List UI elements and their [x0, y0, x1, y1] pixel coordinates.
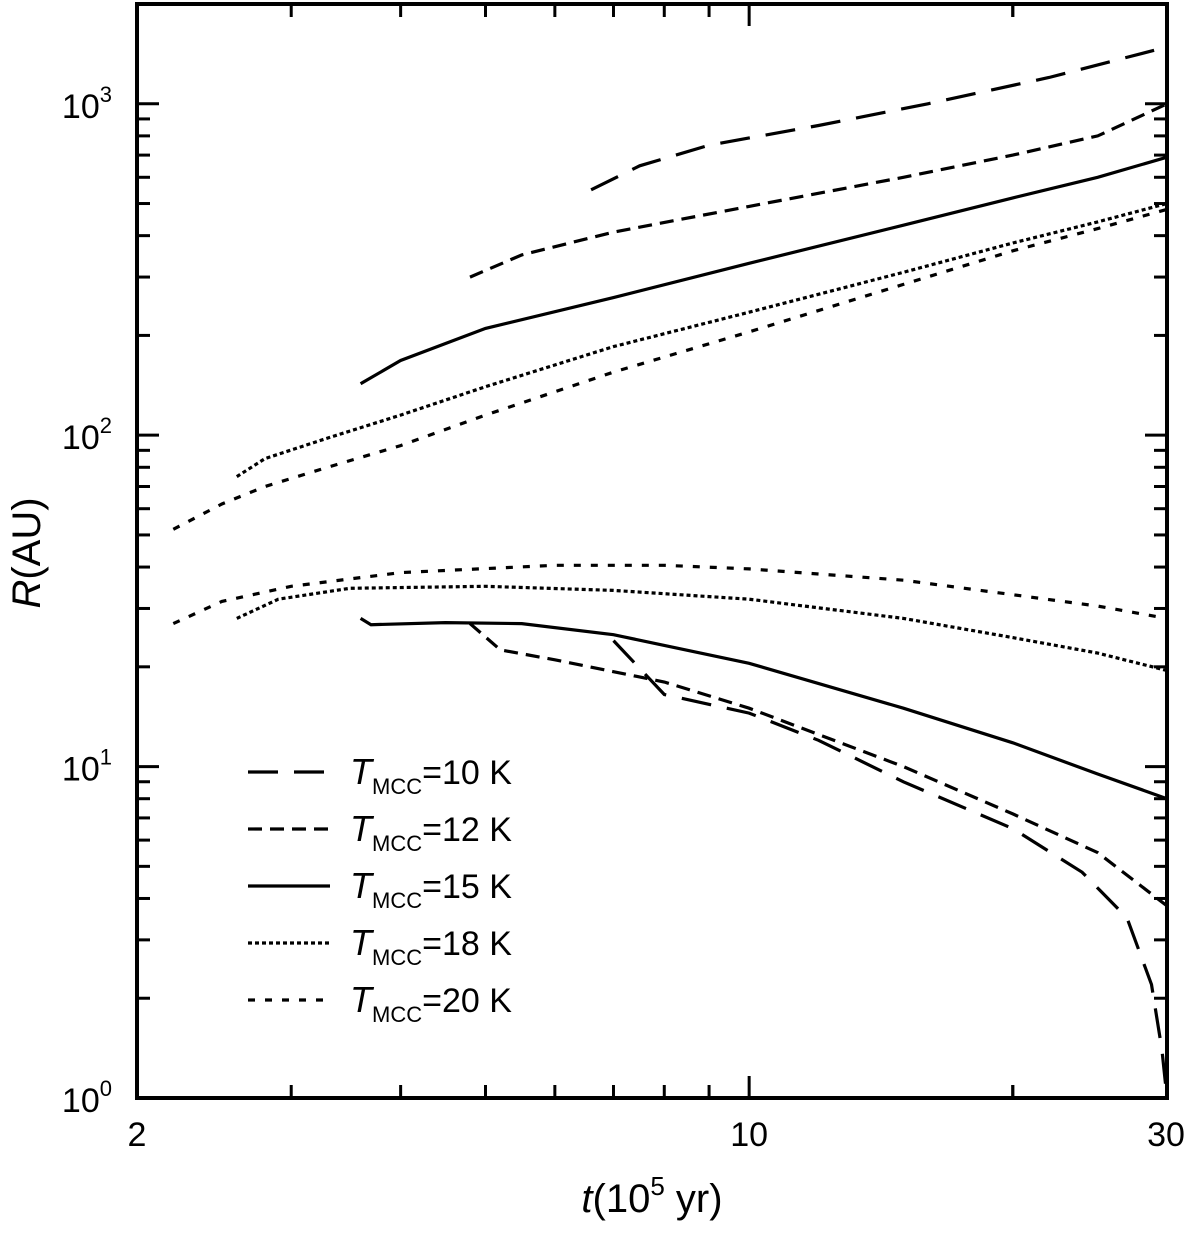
- x-axis-exponent: 5: [650, 1171, 664, 1201]
- y-tick-base: 10: [62, 88, 100, 126]
- legend-var: T: [350, 922, 375, 963]
- y-tick-label: 100: [62, 1076, 112, 1120]
- x-axis-unit: (10: [593, 1177, 651, 1221]
- y-tick-exponent: 0: [100, 1076, 112, 1101]
- y-tick-exponent: 3: [100, 82, 112, 107]
- legend-label-2: TMCC=12 K: [350, 808, 512, 856]
- y-tick-base: 10: [62, 419, 100, 457]
- series-3-upper-line: [359, 155, 1168, 386]
- legend-var: T: [350, 808, 375, 849]
- plot-frame: [135, 2, 1169, 1100]
- legend-value: =20 K: [422, 982, 512, 1020]
- series-5-lower-line: [172, 563, 1168, 626]
- series-4: [235, 201, 1168, 673]
- series-2-upper-line: [469, 102, 1168, 279]
- series-2-lower-line: [468, 622, 1168, 908]
- axes: [135, 2, 1169, 1100]
- x-tick-label: 2: [128, 1116, 147, 1154]
- legend-value: =10 K: [422, 754, 512, 792]
- series-1-upper-line: [590, 48, 1155, 192]
- legend-subscript: MCC: [372, 888, 422, 913]
- legend-subscript: MCC: [372, 831, 422, 856]
- series-4-lower-line: [236, 584, 1168, 673]
- x-axis-var: t: [581, 1177, 594, 1221]
- series-3-lower-line: [359, 617, 1168, 801]
- legend-var: T: [350, 751, 375, 792]
- legend-value: =18 K: [422, 925, 512, 963]
- y-tick-base: 10: [62, 751, 100, 789]
- y-axis-unit: (AU): [5, 497, 49, 579]
- legend-label-4: TMCC=18 K: [350, 922, 512, 970]
- y-tick-label: 102: [62, 413, 112, 457]
- legend-var: T: [350, 865, 375, 906]
- x-tick-label: 30: [1147, 1116, 1185, 1154]
- x-axis-unit-tail: yr): [665, 1177, 723, 1221]
- series-4-upper-line: [235, 201, 1168, 478]
- series-5: [172, 207, 1168, 626]
- series-1: [590, 48, 1169, 1099]
- x-tick-label: 10: [730, 1116, 768, 1154]
- legend-subscript: MCC: [372, 774, 422, 799]
- y-tick-label: 101: [62, 745, 112, 789]
- legend-subscript: MCC: [372, 1002, 422, 1027]
- series-layer: [172, 48, 1169, 1099]
- legend-value: =12 K: [422, 811, 512, 849]
- y-axis-var: R: [5, 580, 49, 609]
- legend-var: T: [350, 979, 375, 1020]
- series-2: [468, 102, 1168, 908]
- series-1-lower-line: [612, 639, 1169, 1099]
- series-5-upper-line: [172, 207, 1168, 531]
- legend-label-1: TMCC=10 K: [350, 751, 512, 799]
- legend-label-5: TMCC=20 K: [350, 979, 512, 1027]
- y-tick-label: 103: [62, 82, 112, 126]
- legend-label-3: TMCC=15 K: [350, 865, 512, 913]
- y-tick-exponent: 1: [100, 745, 112, 770]
- y-tick-base: 10: [62, 1082, 100, 1120]
- x-axis-title: t(105 yr): [581, 1171, 722, 1221]
- legend-subscript: MCC: [372, 945, 422, 970]
- legend-value: =15 K: [422, 868, 512, 906]
- y-tick-exponent: 2: [100, 413, 112, 438]
- y-axis-title: R(AU): [5, 497, 49, 608]
- series-3: [359, 155, 1168, 801]
